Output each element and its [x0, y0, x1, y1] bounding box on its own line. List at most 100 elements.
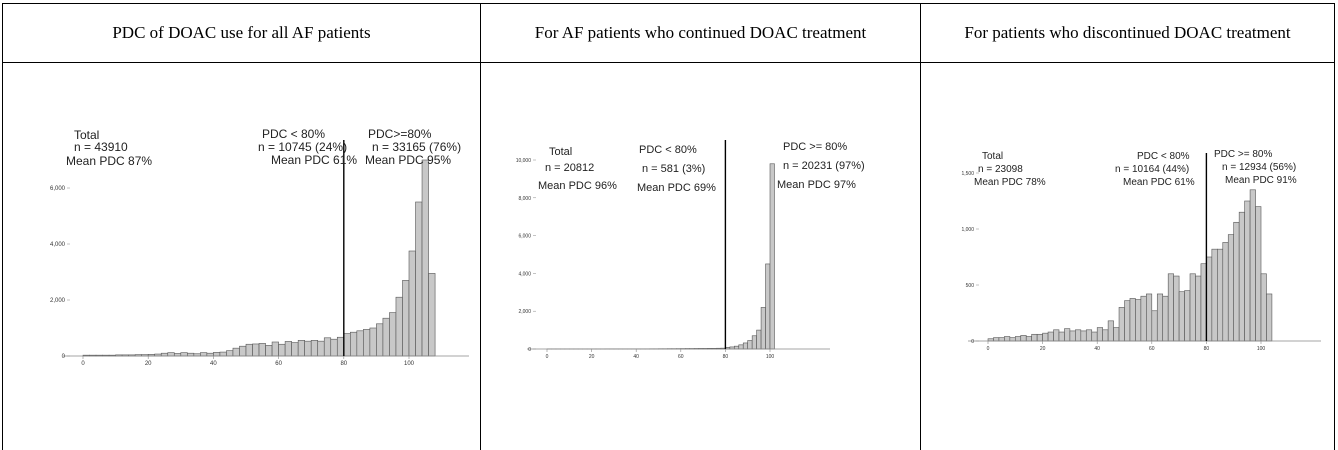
x-tick-label: 0	[81, 361, 85, 367]
histogram-bar	[271, 341, 279, 357]
low-pdc-mean: Mean PDC 69%	[637, 182, 716, 194]
header-panel-1: PDC of DOAC use for all AF patients	[112, 23, 371, 42]
histogram-bar	[252, 343, 260, 357]
high-pdc-n: n = 12934 (56%)	[1222, 162, 1297, 173]
histogram-bar	[408, 250, 416, 357]
histogram-bar	[1053, 329, 1060, 342]
histogram-bar	[756, 329, 762, 350]
histogram-bar	[350, 331, 358, 357]
x-tick-label: 100	[766, 354, 775, 360]
high-pdc-annotation: PDC>=80% n = 33165 (76%) Mean PDC 95%	[358, 128, 461, 167]
table-border-right	[1334, 3, 1335, 450]
total-label: Total	[74, 128, 100, 142]
low-pdc-label: PDC < 80%	[639, 144, 697, 156]
y-tick-label: 6,000	[50, 186, 66, 192]
histogram-bar	[258, 343, 266, 357]
histogram-bar	[376, 323, 384, 357]
histogram-bar	[1206, 256, 1213, 342]
histogram-bar	[1091, 331, 1098, 342]
histogram-bar	[1222, 242, 1229, 342]
histogram-bar	[1102, 329, 1109, 342]
histogram-bar	[1118, 307, 1125, 342]
x-tick-label: 20	[145, 361, 152, 367]
histogram-bar	[738, 344, 744, 350]
histogram-bar	[993, 337, 1000, 342]
histogram-bar	[1004, 336, 1011, 342]
histogram-bar	[1124, 300, 1131, 342]
histogram-bar	[1064, 328, 1071, 342]
histogram-bar	[1085, 329, 1093, 342]
y-tick-label: 10,000	[516, 158, 532, 164]
histogram-bar	[751, 335, 757, 350]
total-n: n = 23098	[978, 164, 1023, 175]
y-tick-label: 4,000	[50, 242, 66, 248]
histogram-bar	[1266, 293, 1273, 342]
histogram-bar	[760, 307, 766, 350]
x-tick-label: 100	[404, 361, 415, 367]
low-pdc-mean: Mean PDC 61%	[1123, 177, 1195, 188]
histogram-bar	[1058, 331, 1065, 342]
table-border-divider-1	[480, 3, 481, 450]
y-tick-label: 1,500	[961, 171, 974, 177]
low-pdc-n: n = 10745 (24%)	[258, 140, 348, 154]
x-tick-label: 0	[546, 354, 549, 360]
table-border-top	[2, 3, 1335, 4]
histogram-bar	[1211, 248, 1218, 342]
histogram-bar	[1135, 299, 1142, 342]
histogram-bar	[356, 330, 364, 357]
low-pdc-label: PDC < 80%	[1137, 151, 1190, 162]
histogram-bar	[1069, 330, 1076, 342]
x-tick-label: 60	[275, 361, 282, 367]
histogram-bar	[245, 343, 253, 357]
total-annotation: Total n = 20812 Mean PDC 96%	[538, 144, 617, 194]
y-tick-label: 4,000	[518, 271, 531, 277]
histogram-chart-3: 0 20 40 60 80 100 0 500 1,000 1,500	[961, 153, 1321, 352]
total-mean: Mean PDC 87%	[66, 154, 153, 168]
high-pdc-annotation: PDC >= 80% n = 12934 (56%) Mean PDC 91%	[1214, 148, 1297, 187]
total-n: n = 43910	[74, 140, 128, 154]
histogram-bar	[1025, 336, 1032, 342]
histogram-bar	[310, 340, 319, 357]
histogram-bar	[1075, 329, 1082, 342]
table-border-divider-2	[920, 3, 921, 450]
x-tick-label: 40	[210, 361, 217, 367]
histogram-bar	[415, 201, 423, 357]
histogram-bar	[769, 163, 775, 350]
high-pdc-label: PDC>=80%	[368, 127, 432, 141]
x-tick-label: 80	[340, 361, 347, 367]
histogram-bar	[1096, 327, 1103, 342]
histogram-bar	[428, 273, 436, 357]
histogram-bar	[278, 343, 286, 357]
histogram-bar	[1249, 189, 1256, 342]
histogram-bar	[1047, 331, 1054, 342]
histogram-bar	[1113, 327, 1120, 342]
y-tick-label: 2,000	[50, 298, 66, 304]
histogram-bar	[998, 337, 1005, 342]
histogram-bar	[206, 352, 214, 357]
histogram-bar	[1146, 293, 1153, 342]
y-tick-label: 0	[528, 347, 531, 353]
histogram-bar	[232, 347, 240, 357]
histogram-bar	[213, 352, 221, 357]
histogram-bar	[239, 345, 247, 357]
low-pdc-n: n = 581 (3%)	[642, 163, 706, 175]
high-pdc-annotation: PDC >= 80% n = 20231 (97%) Mean PDC 97%	[777, 138, 865, 195]
x-tick-label: 60	[1149, 346, 1155, 352]
histogram-bar	[200, 352, 208, 357]
histogram-bar	[1178, 291, 1185, 342]
total-annotation: Total n = 23098 Mean PDC 78%	[974, 150, 1046, 189]
total-n: n = 20812	[545, 162, 595, 174]
histogram-bar	[1162, 295, 1169, 342]
histogram-bar	[1227, 234, 1234, 342]
header-panel-2: For AF patients who continued DOAC treat…	[534, 23, 867, 42]
histogram-bar	[1238, 211, 1245, 342]
histogram-bar	[421, 159, 429, 357]
histogram-bar	[1107, 320, 1114, 342]
histogram-bar	[1042, 332, 1049, 342]
histogram-bar	[1015, 336, 1022, 342]
histogram-bar	[1156, 293, 1164, 342]
histogram-bar	[1036, 333, 1043, 342]
table-border-left	[2, 3, 3, 450]
x-tick-label: 80	[723, 354, 729, 360]
histogram-bar	[1020, 335, 1027, 342]
